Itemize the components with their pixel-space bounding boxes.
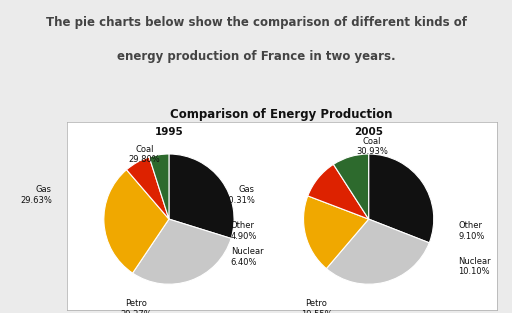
Text: Petro
29.27%: Petro 29.27% [120,299,152,313]
Text: Coal
30.93%: Coal 30.93% [356,136,388,156]
Wedge shape [326,219,429,284]
Title: 2005: 2005 [354,127,383,137]
Text: Other
4.90%: Other 4.90% [231,221,257,241]
Wedge shape [149,154,169,219]
Wedge shape [126,157,169,219]
Text: Other
9.10%: Other 9.10% [458,221,484,241]
Wedge shape [104,170,169,273]
Text: Petro
19.55%: Petro 19.55% [301,299,332,313]
Text: Nuclear
6.40%: Nuclear 6.40% [231,247,264,267]
Wedge shape [369,154,434,243]
Wedge shape [333,154,369,219]
Text: energy production of France in two years.: energy production of France in two years… [117,50,395,63]
Title: Comparison of Energy Production: Comparison of Energy Production [170,108,393,121]
Text: The pie charts below show the comparison of different kinds of: The pie charts below show the comparison… [46,16,466,29]
Text: Gas
29.63%: Gas 29.63% [20,185,52,205]
Text: Gas
30.31%: Gas 30.31% [223,185,254,205]
Text: Coal
29.80%: Coal 29.80% [129,145,160,164]
Wedge shape [304,196,369,269]
Wedge shape [133,219,231,284]
Wedge shape [308,164,369,219]
Wedge shape [169,154,234,239]
Text: Nuclear
10.10%: Nuclear 10.10% [458,257,491,276]
Title: 1995: 1995 [155,127,183,137]
